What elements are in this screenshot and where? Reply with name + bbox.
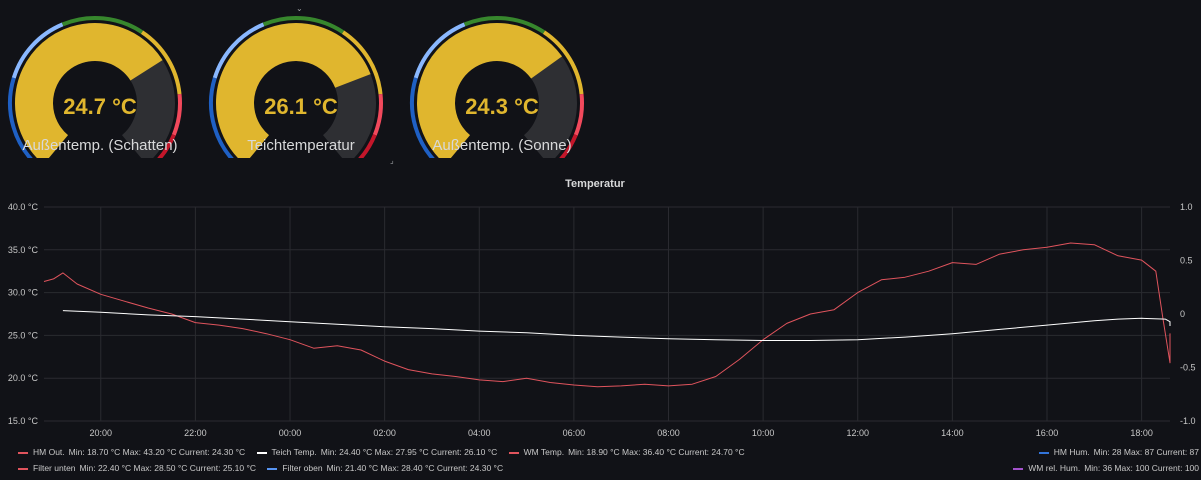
gauge-threshold-band xyxy=(559,134,578,158)
x-tick-label: 20:00 xyxy=(90,428,113,438)
legend-swatch xyxy=(1038,451,1049,454)
gauge-arc xyxy=(209,16,383,158)
legend-item-hm-hum[interactable]: HM Hum. Min: 28 Max: 87 Current: 87 xyxy=(1038,447,1199,457)
legend-item-wm-temp[interactable]: WM Temp. Min: 18.90 °C Max: 36.40 °C Curr… xyxy=(508,447,745,457)
gauge-threshold-band xyxy=(61,16,144,34)
gauge-threshold-band xyxy=(171,93,182,136)
y-right-tick-label: 1.0 xyxy=(1180,202,1193,212)
legend-swatch xyxy=(18,467,28,470)
gauge-arc xyxy=(8,16,182,158)
x-tick-label: 10:00 xyxy=(752,428,775,438)
gauge-fill xyxy=(216,23,371,158)
x-tick-label: 14:00 xyxy=(941,428,964,438)
legend-name: Filter oben xyxy=(282,463,323,473)
legend-item-hm-out[interactable]: HM Out. Min: 18.70 °C Max: 43.20 °C Curre… xyxy=(18,447,245,457)
gauge-threshold-band xyxy=(372,93,383,136)
gauge-threshold-band xyxy=(573,93,584,136)
legend-stats: Min: 36 Max: 100 Current: 100 xyxy=(1084,463,1199,473)
gauge-value: 24.7 °C xyxy=(63,94,137,119)
gauge-value: 26.1 °C xyxy=(264,94,338,119)
legend-swatch xyxy=(18,451,28,454)
legend-left-row-1: HM Out. Min: 18.70 °C Max: 43.20 °C Curre… xyxy=(18,447,754,457)
legend-stats: Min: 18.70 °C Max: 43.20 °C Current: 24.… xyxy=(68,447,246,457)
legend-left-row-2: Filter unten Min: 22.40 °C Max: 28.50 °C … xyxy=(18,463,512,473)
resize-handle-icon[interactable]: ⌟ xyxy=(390,156,394,165)
legend-item-wm-rel-hum[interactable]: WM rel. Hum. Min: 36 Max: 100 Current: 10… xyxy=(1013,463,1199,473)
legend-swatch xyxy=(508,451,519,454)
series-line-teich-temp- xyxy=(62,310,1171,341)
gauge-aussentemp-schatten: 24.7 °C Außentemp. (Schatten) xyxy=(5,8,195,158)
gauge-label: Außentemp. (Schatten) xyxy=(22,137,178,154)
legend-item-filter-unten[interactable]: Filter unten Min: 22.40 °C Max: 28.50 °C … xyxy=(18,463,256,473)
gauge-threshold-band xyxy=(410,77,435,158)
legend-stats: Min: 28 Max: 87 Current: 87 xyxy=(1093,447,1199,457)
legend-name: WM Temp. xyxy=(523,447,565,457)
x-tick-label: 12:00 xyxy=(846,428,869,438)
y-right-tick-label: 0 xyxy=(1180,309,1185,319)
x-tick-label: 16:00 xyxy=(1036,428,1059,438)
gauge-threshold-band xyxy=(262,16,345,34)
gauge-threshold-band xyxy=(542,30,584,95)
legend-right-row-1: HM Hum. Min: 28 Max: 87 Current: 87 xyxy=(1038,447,1199,457)
legend-name: HM Hum. xyxy=(1053,447,1090,457)
y-left-tick-label: 25.0 °C xyxy=(8,330,39,340)
legend-name: Filter unten xyxy=(33,463,76,473)
gauge-arc xyxy=(410,16,584,158)
gauge-threshold-band xyxy=(212,22,265,79)
chevron-down-icon[interactable]: ⌄ xyxy=(296,4,303,13)
chart-title: Temperatur xyxy=(565,178,625,190)
x-tick-label: 00:00 xyxy=(279,428,302,438)
gauge-threshold-band xyxy=(140,30,182,95)
x-tick-label: 06:00 xyxy=(563,428,586,438)
y-left-tick-label: 35.0 °C xyxy=(8,245,39,255)
y-right-tick-label: 0.5 xyxy=(1180,256,1193,266)
gauge-threshold-band xyxy=(209,77,234,158)
legend-name: WM rel. Hum. xyxy=(1028,463,1081,473)
legend-stats: Min: 22.40 °C Max: 28.50 °C Current: 25.… xyxy=(79,463,257,473)
gauge-threshold-band xyxy=(358,134,377,158)
legend-item-filter-oben[interactable]: Filter oben Min: 21.40 °C Max: 28.40 °C C… xyxy=(267,463,503,473)
y-left-tick-label: 15.0 °C xyxy=(8,416,39,426)
gauge-label: Teichtemperatur xyxy=(247,137,355,154)
gauge-threshold-band xyxy=(8,77,33,158)
gauge-threshold-band xyxy=(341,30,383,95)
legend-stats: Min: 21.40 °C Max: 28.40 °C Current: 24.… xyxy=(326,463,504,473)
x-tick-label: 02:00 xyxy=(373,428,396,438)
x-tick-label: 22:00 xyxy=(184,428,207,438)
y-right-tick-label: -0.5 xyxy=(1180,363,1196,373)
gauge-fill xyxy=(15,23,163,158)
legend-swatch xyxy=(1013,467,1024,470)
gauge-aussentemp-sonne: 24.3 °C Außentemp. (Sonne) xyxy=(407,8,597,158)
series-line-wm-temp- xyxy=(43,242,1171,388)
legend-name: HM Out. xyxy=(33,447,65,457)
legend-item-teich-temp[interactable]: Teich Temp. Min: 24.40 °C Max: 27.95 °C C… xyxy=(256,447,498,457)
x-tick-label: 18:00 xyxy=(1130,428,1153,438)
legend-swatch xyxy=(267,467,278,470)
gauge-label: Außentemp. (Sonne) xyxy=(432,137,572,154)
gauge-teichtemperatur: 26.1 °C Teichtemperatur xyxy=(206,8,396,158)
legend-swatch xyxy=(256,451,267,454)
legend-stats: Min: 18.90 °C Max: 36.40 °C Current: 24.… xyxy=(568,447,745,457)
gauge-threshold-band xyxy=(157,134,176,158)
y-left-tick-label: 40.0 °C xyxy=(8,202,39,212)
y-right-tick-label: -1.0 xyxy=(1180,416,1196,426)
gauge-threshold-band xyxy=(413,22,466,79)
legend-right-row-2: WM rel. Hum. Min: 36 Max: 100 Current: 10… xyxy=(1013,463,1199,473)
gauge-threshold-band xyxy=(463,16,546,34)
legend-name: Teich Temp. xyxy=(271,447,317,457)
gauge-value: 24.3 °C xyxy=(465,94,539,119)
gauge-fill xyxy=(417,23,563,158)
y-left-tick-label: 30.0 °C xyxy=(8,288,39,298)
x-tick-label: 04:00 xyxy=(468,428,491,438)
x-tick-label: 08:00 xyxy=(657,428,680,438)
y-left-tick-label: 20.0 °C xyxy=(8,373,39,383)
gauge-threshold-band xyxy=(11,22,64,79)
legend-stats: Min: 24.40 °C Max: 27.95 °C Current: 26.… xyxy=(320,447,498,457)
